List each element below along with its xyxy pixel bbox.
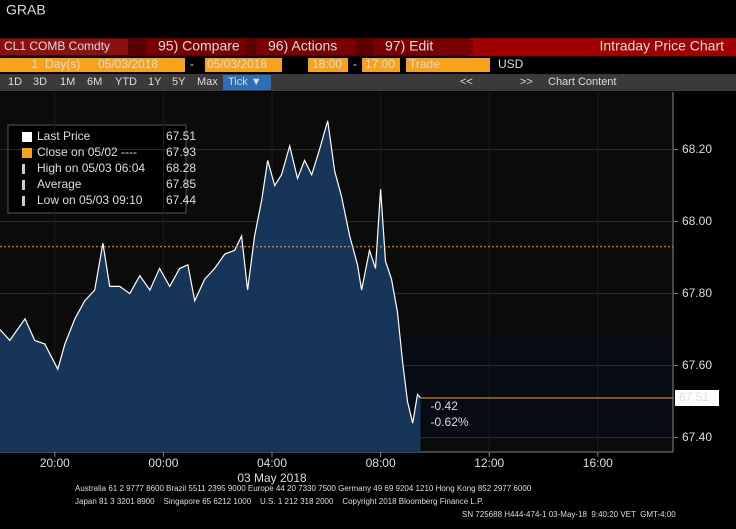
plot-shade [405, 338, 673, 437]
y-tick-label: 67.60 [682, 358, 712, 372]
period-button[interactable]: 3D [33, 76, 47, 88]
range-text[interactable]: 05/03/2018 [207, 57, 267, 71]
nav-button[interactable]: >> [520, 76, 533, 88]
range-text: USD [498, 57, 524, 71]
x-tick-label: 16:00 [583, 456, 613, 470]
legend-label: Average [37, 177, 82, 191]
range-field[interactable] [95, 58, 185, 72]
period-button[interactable]: 1D [8, 76, 22, 88]
change: -0.42 [431, 399, 459, 413]
range-text[interactable]: 05/03/2018 [98, 57, 158, 71]
period-button[interactable]: Max [197, 76, 218, 88]
page-title: Intraday Price Chart [600, 38, 725, 54]
price-area [0, 120, 421, 453]
legend-swatch [22, 196, 25, 206]
menu-button[interactable] [256, 39, 356, 55]
legend-value: 67.93 [166, 145, 196, 159]
footer-line: Japan 81 3 3201 8900 Singapore 65 6212 1… [75, 497, 484, 506]
menu-item[interactable]: 96) Actions [268, 38, 337, 54]
nav-button[interactable]: Chart Content [548, 76, 616, 88]
y-tick-label: 68.00 [682, 214, 712, 228]
x-tick-label: 00:00 [148, 456, 178, 470]
period-button[interactable]: 6M [87, 76, 102, 88]
menu-item[interactable]: 95) Compare [158, 38, 240, 54]
legend-swatch [22, 180, 25, 190]
legend-label: Close on 05/02 ---- [37, 145, 137, 159]
legend-label: Low on 05/03 09:10 [37, 193, 143, 207]
legend-swatch [22, 132, 32, 142]
security[interactable]: CL1 COMB Comdty [4, 39, 110, 53]
range-field[interactable] [0, 58, 42, 72]
range-text[interactable]: Day(s) [45, 57, 80, 71]
legend-label: Last Price [37, 129, 91, 143]
range-text: - [353, 57, 357, 71]
legend-label: High on 05/03 06:04 [37, 161, 145, 175]
menu-button[interactable] [373, 39, 473, 55]
range-field[interactable] [42, 58, 95, 72]
period-button[interactable]: Tick ▼ [228, 76, 262, 88]
legend-value: 67.51 [166, 129, 196, 143]
period-selected[interactable] [223, 75, 271, 90]
footer-line: Australia 61 2 9777 8600 Brazil 5511 239… [75, 484, 532, 493]
range-field[interactable] [362, 58, 400, 72]
legend-value: 67.85 [166, 177, 196, 191]
range-text: - [190, 57, 194, 71]
period-button[interactable]: YTD [115, 76, 137, 88]
price-line [0, 120, 421, 424]
legend-swatch [22, 148, 32, 158]
y-tick-label: 67.40 [682, 430, 712, 444]
period-button[interactable]: 1Y [148, 76, 162, 88]
x-tick-label: 20:00 [40, 456, 70, 470]
range-field[interactable] [406, 58, 490, 72]
menu-item[interactable]: 97) Edit [385, 38, 433, 54]
window-title: GRAB [6, 2, 46, 18]
security-field[interactable] [0, 39, 128, 55]
legend-value: 68.28 [166, 161, 196, 175]
x-tick-label: 04:00 [257, 456, 287, 470]
y-tick-label: 68.20 [682, 142, 712, 156]
menu-button[interactable] [146, 39, 246, 55]
change-pct: -0.62% [431, 415, 469, 429]
period-bar [0, 74, 736, 91]
footer-line: SN 725688 H444-474-1 03-May-18 9:40:20 V… [462, 510, 676, 519]
title-bar [470, 38, 736, 56]
range-text[interactable]: 1 [31, 57, 38, 71]
range-field[interactable] [308, 58, 348, 72]
y-tick-label: 67.80 [682, 286, 712, 300]
period-button[interactable]: 1M [60, 76, 75, 88]
range-field[interactable] [205, 58, 282, 72]
range-text[interactable]: 18:00 [312, 57, 342, 71]
legend-value: 67.44 [166, 193, 196, 207]
nav-button[interactable]: << [460, 76, 473, 88]
x-date-label: 03 May 2018 [237, 471, 307, 485]
legend-swatch [22, 164, 25, 174]
x-tick-label: 08:00 [366, 456, 396, 470]
period-button[interactable]: 5Y [172, 76, 186, 88]
x-tick-label: 12:00 [474, 456, 504, 470]
legend-box [7, 124, 187, 214]
last-price-box [675, 390, 719, 406]
range-text[interactable]: 17:00 [365, 57, 395, 71]
last-price-label: 67.51 [679, 390, 709, 404]
range-text[interactable]: Trade [409, 57, 440, 71]
